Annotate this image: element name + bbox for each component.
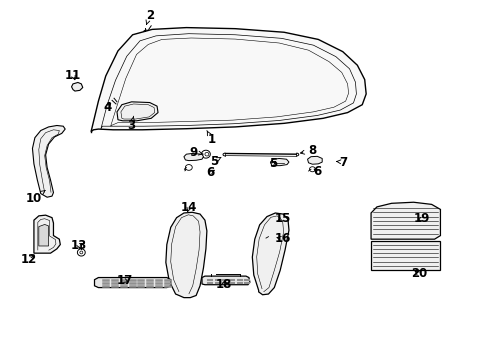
Polygon shape — [202, 276, 250, 285]
Text: 1: 1 — [207, 131, 216, 146]
Text: 15: 15 — [274, 212, 291, 225]
Text: 20: 20 — [411, 267, 427, 280]
Polygon shape — [371, 241, 441, 270]
Text: 12: 12 — [21, 253, 37, 266]
Text: 18: 18 — [215, 278, 232, 291]
Polygon shape — [308, 156, 322, 164]
Text: 11: 11 — [65, 69, 81, 82]
Text: 4: 4 — [103, 101, 111, 114]
Polygon shape — [72, 82, 83, 91]
Text: 16: 16 — [274, 232, 291, 245]
Text: 6: 6 — [207, 166, 215, 179]
Text: 10: 10 — [26, 190, 45, 205]
Polygon shape — [371, 202, 441, 239]
Polygon shape — [34, 215, 60, 253]
Polygon shape — [270, 158, 289, 166]
Text: 6: 6 — [313, 165, 321, 178]
Polygon shape — [184, 153, 203, 161]
Polygon shape — [91, 28, 366, 132]
Text: 17: 17 — [116, 274, 132, 287]
Text: 14: 14 — [181, 202, 197, 215]
Text: 5: 5 — [269, 157, 277, 170]
Polygon shape — [166, 212, 207, 298]
Text: 7: 7 — [337, 156, 348, 168]
Text: 13: 13 — [71, 239, 87, 252]
Text: 5: 5 — [210, 155, 221, 168]
Polygon shape — [95, 278, 171, 288]
Text: 19: 19 — [414, 212, 430, 225]
Polygon shape — [117, 102, 158, 121]
Polygon shape — [39, 225, 49, 246]
Polygon shape — [252, 213, 289, 295]
Text: 9: 9 — [190, 145, 203, 158]
Text: 8: 8 — [300, 144, 317, 157]
Text: 2: 2 — [146, 9, 154, 24]
Polygon shape — [32, 126, 65, 197]
Text: 3: 3 — [127, 116, 136, 132]
